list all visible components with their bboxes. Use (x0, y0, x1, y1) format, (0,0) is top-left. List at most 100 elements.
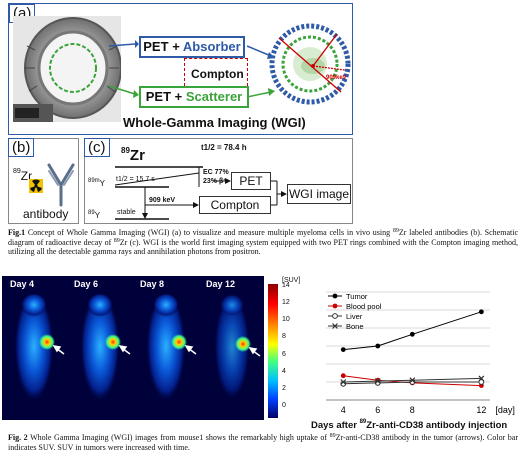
data-point (478, 309, 484, 315)
colorbar-tick-label: 2 (282, 384, 286, 392)
fig2-text-1: Whole Gamma Imaging (WGI) images from mo… (27, 433, 330, 442)
zr89-mass: 89 (121, 146, 130, 155)
antibody-label: antibody (23, 207, 69, 221)
panel-b: (b) 89Zr antibody (8, 138, 79, 224)
energy-label: 909keV (326, 75, 347, 81)
colorbar-unit: [SUV] (282, 277, 301, 284)
stable-word: stable (117, 209, 136, 216)
series-line (343, 311, 482, 351)
zr89-label: 89Zr (121, 146, 145, 164)
gamma-energy: 909 keV (149, 197, 176, 204)
xlabel-sup: 89 (359, 419, 367, 425)
data-point (409, 377, 416, 384)
colorbar-tick-label: 6 (282, 350, 286, 358)
wgi-image-strip: Day 4 Day 6 Day 8 Day 12 (2, 276, 264, 420)
colorbar-tick-label: 0 (282, 402, 286, 409)
y89m-symbol: Y (99, 179, 106, 188)
day-label: Day 4 (10, 279, 35, 289)
data-point (478, 375, 485, 382)
fig1-lead: Fig.1 (8, 228, 26, 237)
legend-label: Tumor (346, 292, 368, 301)
panel-a-title: Whole-Gamma Imaging (WGI) (123, 115, 306, 130)
x-tick-label: 6 (375, 405, 380, 415)
y89-stable-label: 89Y (88, 210, 101, 220)
data-point (340, 373, 346, 379)
fig1-text-1: Concept of Whole Gamma Imaging (WGI) (a)… (25, 228, 393, 237)
panel-c-label: (c) (84, 138, 110, 157)
fig1-sup-1: 89 (392, 228, 399, 234)
x-unit-label: [day] (495, 405, 515, 415)
series-line (343, 377, 482, 383)
y89m-mass: 89m (88, 178, 100, 184)
zr89-symbol: Zr (129, 147, 145, 164)
y89-mass: 89 (88, 210, 95, 216)
pet-absorber-box: PET + Absorber (139, 36, 245, 58)
day-label: Day 6 (74, 279, 99, 289)
x-tick-label: 12 (476, 405, 486, 415)
legend-label: Blood pool (346, 302, 382, 311)
ec-branch: EC 77% (203, 169, 229, 176)
fig1-text-3: Zr (c). WGI is the world first imaging s… (8, 237, 519, 257)
zr-half-life: t1/2 = 78.4 h (201, 143, 247, 152)
legend-marker (332, 323, 338, 329)
pet-label: PET (143, 39, 169, 54)
fig2-lead: Fig. 2 (8, 433, 28, 442)
panel-c: (c) 89Zr t1/2 = 78.4 h 89mY t1/2 = 15.7 … (84, 138, 353, 224)
figure-2-caption: Fig. 2 Whole Gamma Imaging (WGI) images … (8, 433, 518, 452)
pet-label-2: PET (145, 89, 172, 104)
figure-1-caption: Fig.1 Concept of Whole Gamma Imaging (WG… (8, 228, 518, 257)
fig2-text-2: Zr-anti-CD38 antibody in the tumor (arro… (8, 433, 519, 452)
isotope-label: 89Zr (13, 168, 32, 183)
absorber-label: Absorber (182, 39, 241, 54)
pet-node: PET (231, 172, 271, 190)
scatterer-label: Scatterer (185, 89, 243, 104)
plus-sign: + (172, 39, 180, 54)
fig2-sup-1: 89 (329, 433, 336, 439)
wgi-scanner-photo (13, 16, 121, 122)
legend-marker (332, 313, 338, 319)
legend-label: Liver (346, 312, 363, 321)
xlabel-post: Zr-anti-CD38 antibody injection (366, 420, 508, 431)
data-point (374, 378, 381, 385)
pet-scatterer-box: PET + Scatterer (139, 86, 249, 108)
panel-a: (a) PET + Absorber Compton PET + S (8, 3, 353, 135)
legend-marker (332, 293, 338, 299)
isotope-mass: 89 (13, 168, 21, 175)
y-half-life: t1/2 = 15.7 s (116, 176, 155, 183)
radiation-icon (29, 179, 43, 193)
data-point (340, 347, 346, 352)
fig1-text-2: Zr labeled antibodies (b). Schematic dia… (8, 228, 518, 247)
data-point (375, 343, 381, 349)
antibody-icon (47, 163, 75, 207)
mouse-images (14, 294, 261, 408)
day-label: Day 8 (140, 279, 165, 289)
plus-sign-2: + (174, 89, 183, 104)
x-axis-label: Days after 89Zr-anti-CD38 antibody injec… (311, 419, 508, 431)
xlabel-pre: Days after (311, 420, 360, 431)
data-point (340, 379, 347, 385)
colorbar-tick-label: 14 (282, 282, 290, 289)
wgi-image-node: WGI image (287, 184, 351, 204)
day-label: Day 12 (206, 279, 236, 289)
scanner-arrows (108, 40, 139, 98)
panel-b-label: (b) (8, 138, 35, 157)
colorbar-tick-label: 8 (282, 333, 286, 341)
decay-scheme-lines (114, 166, 287, 220)
data-point (478, 379, 485, 385)
data-point (409, 331, 415, 337)
series-line (343, 381, 482, 385)
x-tick-label: 4 (341, 405, 346, 415)
colorbar-tick-label: 4 (282, 367, 286, 375)
y89m-label: 89mY (88, 178, 106, 188)
x-tick-label: 8 (410, 405, 415, 415)
compton-node: Compton (199, 196, 271, 214)
fig1-sup-2: 89 (113, 237, 120, 244)
legend-label: Bone (346, 322, 364, 331)
color-bar (268, 284, 278, 418)
y89-symbol: Y (94, 211, 101, 220)
compton-label: Compton (191, 67, 244, 81)
legend-marker (332, 303, 338, 309)
colorbar-tick-label: 10 (282, 316, 290, 324)
series-line (343, 375, 482, 387)
